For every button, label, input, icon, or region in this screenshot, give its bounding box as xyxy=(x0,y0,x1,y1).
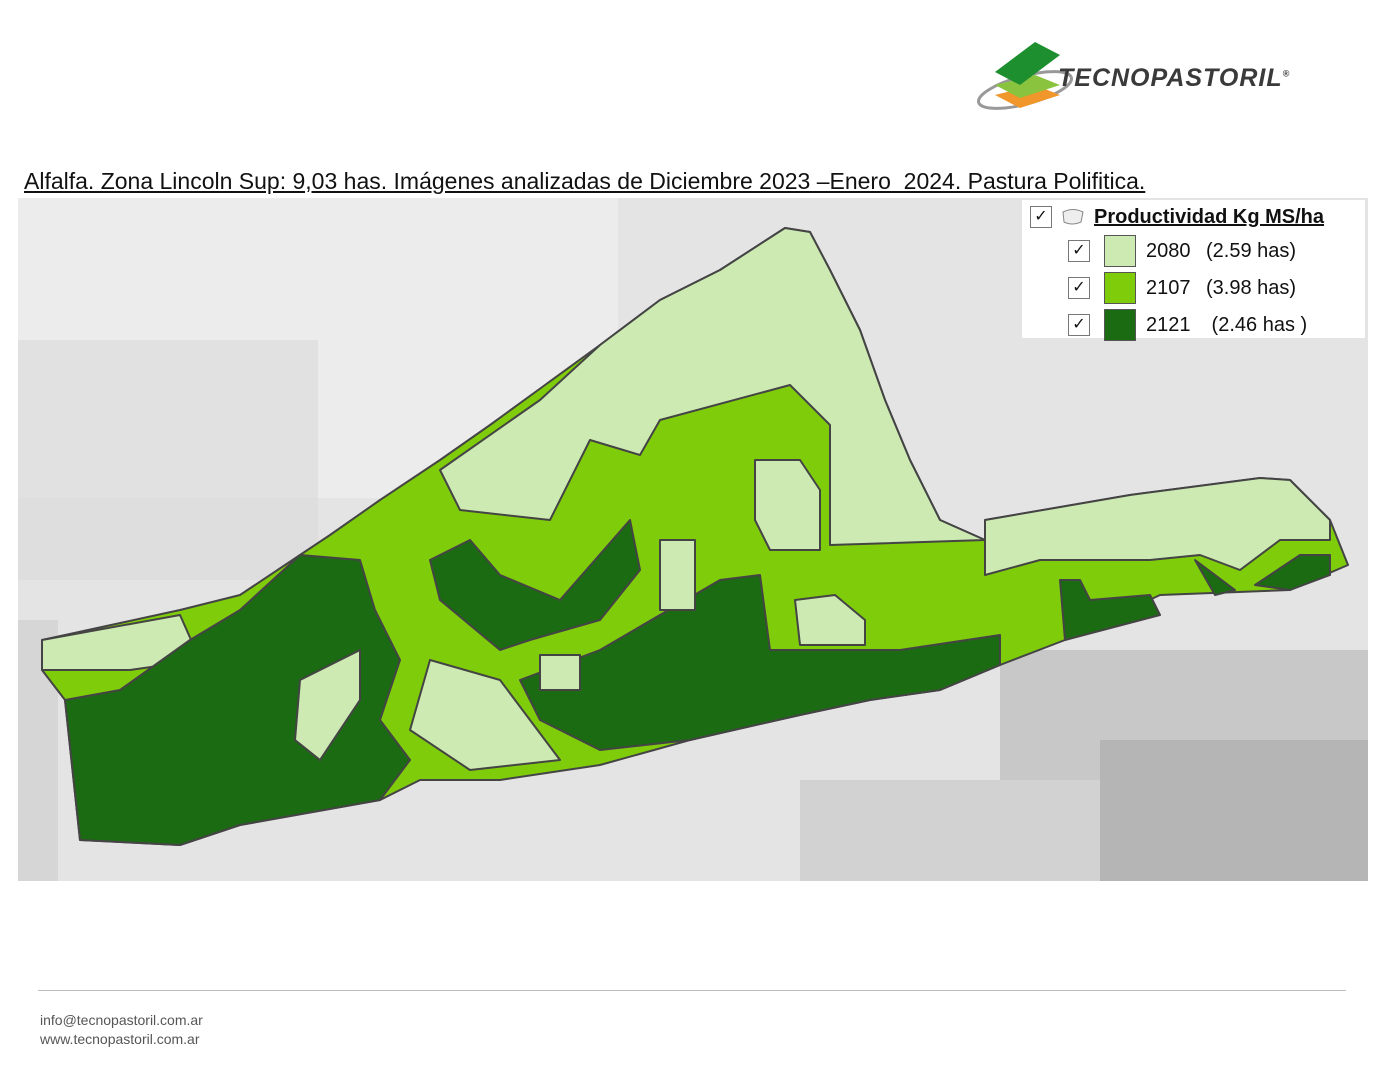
title: Alfalfa. Zona Lincoln Sup: 9,03 has. Imá… xyxy=(24,168,1146,194)
legend-title: Productividad Kg MS/ha xyxy=(1094,205,1325,228)
legend-value: 2121 xyxy=(1146,313,1191,336)
layer-icon xyxy=(1062,209,1084,225)
checkbox[interactable]: ✓ xyxy=(1068,240,1090,262)
legend-value: 2107 xyxy=(1146,276,1191,299)
website: www.tecnopastoril.com.ar xyxy=(40,1031,200,1047)
legend-area: (3.98 has) xyxy=(1206,276,1297,299)
legend-header: ✓ Productividad Kg MS/ha xyxy=(1030,202,1324,232)
field-map xyxy=(18,198,1368,881)
legend-area: (2.46 has ) xyxy=(1206,313,1308,336)
legend-swatch xyxy=(1104,235,1136,267)
legend-item: ✓ 2107 (3.98 has) xyxy=(1068,272,1297,304)
legend-value: 2080 xyxy=(1146,239,1191,262)
legend-area: (2.59 has) xyxy=(1206,239,1297,262)
checkbox[interactable]: ✓ xyxy=(1068,314,1090,336)
email: info@tecnopastoril.com.ar xyxy=(40,1012,203,1028)
legend-item: ✓ 2080 (2.59 has) xyxy=(1068,235,1297,267)
checkbox[interactable]: ✓ xyxy=(1068,277,1090,299)
legend-item: ✓ 2121 (2.46 has ) xyxy=(1068,309,1308,341)
legend: ✓ Productividad Kg MS/ha ✓ 2080 (2.59 has)… xyxy=(1022,200,1365,341)
checkbox[interactable]: ✓ xyxy=(1030,206,1052,228)
divider xyxy=(38,990,1346,991)
logo-icon xyxy=(976,42,1074,110)
logo-text: TECNOPASTORIL® xyxy=(1058,64,1291,92)
legend-swatch xyxy=(1104,309,1136,341)
legend-swatch xyxy=(1104,272,1136,304)
